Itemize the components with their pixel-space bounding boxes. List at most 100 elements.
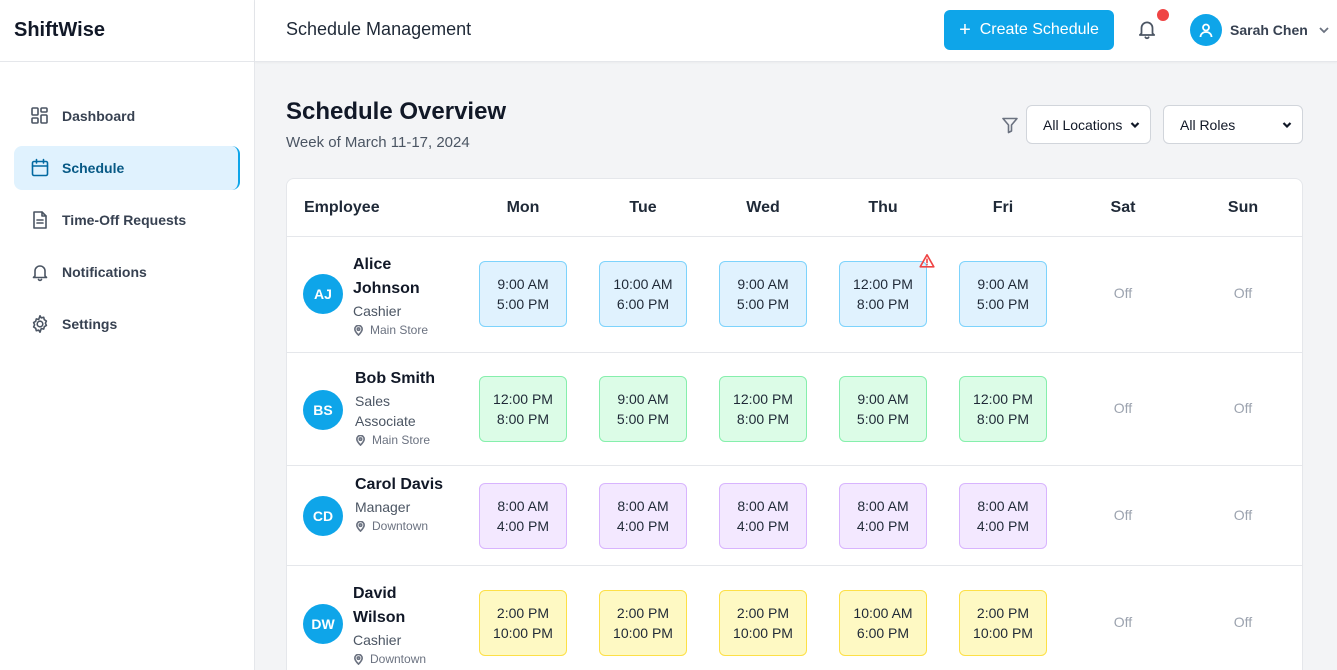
avatar: [1190, 14, 1222, 46]
column-header-employee: Employee: [304, 199, 380, 216]
off-label-sat: Off: [1113, 285, 1133, 301]
shift-block-wed[interactable]: 8:00 AM 4:00 PM: [719, 483, 807, 549]
user-icon: [1199, 23, 1213, 38]
location-pin-icon: [354, 653, 363, 665]
employee-location: Downtown: [353, 651, 433, 667]
conflict-warning[interactable]: [919, 253, 935, 269]
table-row: CD Carol Davis Manager Downtown 8:00 AM 4:00 …: [287, 466, 1302, 566]
shift-block-thu[interactable]: 10:00 AM 6:00 PM: [839, 590, 927, 656]
shift-block-fri[interactable]: 8:00 AM 4:00 PM: [959, 483, 1047, 549]
avatar: BS: [303, 390, 343, 430]
shift-start: 8:00 AM: [857, 498, 909, 514]
employee-role: Cashier: [353, 303, 402, 319]
column-header-sun: Sun: [1227, 199, 1259, 216]
shift-block-tue[interactable]: 2:00 PM 10:00 PM: [599, 590, 687, 656]
employee-role: Sales: [355, 393, 391, 409]
shift-block-wed[interactable]: 9:00 AM 5:00 PM: [719, 261, 807, 327]
employee-role: Associate: [355, 413, 416, 429]
location-label: Downtown: [372, 519, 429, 533]
filter-icon: [1002, 117, 1018, 134]
shift-end: 5:00 PM: [736, 296, 790, 312]
employee-location: Main Store: [355, 432, 437, 448]
sidebar-item-dashboard[interactable]: Dashboard: [14, 94, 240, 138]
shift-end: 4:00 PM: [856, 518, 910, 534]
shift-start: 10:00 AM: [853, 605, 913, 621]
sidebar-item-settings[interactable]: Settings: [14, 302, 240, 346]
shift-block-thu[interactable]: 9:00 AM 5:00 PM: [839, 376, 927, 442]
table-row: AJ Alice Johnson Cashier Main Store 9:00 AM 5:…: [287, 237, 1302, 353]
employee-info: Carol Davis Manager Downtown: [355, 473, 465, 534]
employee-name: Johnson: [353, 280, 420, 297]
shift-end: 8:00 PM: [496, 411, 550, 427]
shift-end: 5:00 PM: [976, 296, 1030, 312]
location-label: Main Store: [372, 433, 431, 447]
shift-end: 4:00 PM: [736, 518, 790, 534]
table-row: DW David Wilson Cashier Downtown 2:00 PM 10:00…: [287, 566, 1302, 670]
avatar: DW: [303, 604, 343, 644]
week-subtitle: Week of March 11-17, 2024: [286, 134, 470, 151]
shift-start: 12:00 PM: [853, 276, 913, 292]
user-menu[interactable]: Sarah Chen: [1190, 14, 1330, 46]
shift-end: 6:00 PM: [856, 625, 910, 641]
schedule-table: Employee Mon Tue Wed Thu Fri Sat Sun AJ A…: [286, 178, 1303, 670]
shift-end: 10:00 PM: [973, 625, 1033, 641]
sidebar-item-schedule[interactable]: Schedule: [14, 146, 240, 190]
dashboard-icon: [31, 107, 48, 124]
avatar: AJ: [303, 274, 343, 314]
shift-block-mon[interactable]: 9:00 AM 5:00 PM: [479, 261, 567, 327]
shift-start: 8:00 AM: [737, 498, 789, 514]
chevron-down-icon: [1319, 27, 1329, 34]
chevron-down-icon: [1130, 122, 1140, 129]
employee-name: Carol Davis: [355, 476, 444, 493]
employee-info: Bob Smith Sales Associate Main Store: [355, 367, 437, 448]
shift-end: 10:00 PM: [613, 625, 673, 641]
shift-block-wed[interactable]: 2:00 PM 10:00 PM: [719, 590, 807, 656]
shift-block-mon[interactable]: 12:00 PM 8:00 PM: [479, 376, 567, 442]
shift-block-fri[interactable]: 2:00 PM 10:00 PM: [959, 590, 1047, 656]
shift-end: 8:00 PM: [976, 411, 1030, 427]
calendar-icon: [31, 158, 49, 177]
location-filter-value: All Locations: [1043, 116, 1123, 133]
shift-block-mon[interactable]: 2:00 PM 10:00 PM: [479, 590, 567, 656]
employee-info: David Wilson Cashier Downtown: [353, 582, 433, 667]
bell-icon: [32, 265, 48, 282]
shift-block-wed[interactable]: 12:00 PM 8:00 PM: [719, 376, 807, 442]
column-header-fri: Fri: [992, 199, 1014, 216]
bell-icon: [1138, 21, 1156, 40]
shift-block-fri[interactable]: 9:00 AM 5:00 PM: [959, 261, 1047, 327]
shift-block-fri[interactable]: 12:00 PM 8:00 PM: [959, 376, 1047, 442]
off-label-sat: Off: [1113, 400, 1133, 416]
shift-end: 5:00 PM: [496, 296, 550, 312]
column-header-tue: Tue: [629, 199, 657, 216]
shift-block-tue[interactable]: 10:00 AM 6:00 PM: [599, 261, 687, 327]
shift-end: 5:00 PM: [616, 411, 670, 427]
shift-block-mon[interactable]: 8:00 AM 4:00 PM: [479, 483, 567, 549]
off-label-sat: Off: [1113, 614, 1133, 630]
employee-role: Cashier: [353, 632, 402, 648]
employee-location: Main Store: [353, 322, 433, 338]
shift-block-tue[interactable]: 9:00 AM 5:00 PM: [599, 376, 687, 442]
employee-role: Manager: [355, 499, 411, 515]
sidebar-nav: Dashboard Schedule Time-Off Requests Not…: [0, 62, 254, 346]
sidebar-item-notifications[interactable]: Notifications: [14, 250, 240, 294]
sidebar-item-label: Dashboard: [62, 108, 136, 124]
shift-end: 4:00 PM: [976, 518, 1030, 534]
role-filter-value: All Roles: [1180, 116, 1236, 133]
shift-block-thu[interactable]: 12:00 PM 8:00 PM: [839, 261, 927, 327]
notifications-bell-button[interactable]: [1136, 9, 1169, 42]
schedule-overview-title: Schedule Overview: [286, 98, 507, 125]
employee-name: Wilson: [353, 609, 406, 626]
create-schedule-button[interactable]: + Create Schedule: [944, 10, 1114, 50]
avatar: CD: [303, 496, 343, 536]
shift-block-tue[interactable]: 8:00 AM 4:00 PM: [599, 483, 687, 549]
shift-start: 12:00 PM: [493, 391, 553, 407]
role-filter-select[interactable]: All Roles: [1163, 105, 1303, 144]
notification-badge: [1157, 9, 1169, 21]
user-name: Sarah Chen: [1230, 22, 1308, 38]
shift-block-thu[interactable]: 8:00 AM 4:00 PM: [839, 483, 927, 549]
location-filter-select[interactable]: All Locations: [1026, 105, 1151, 144]
employee-name: David: [353, 585, 397, 602]
table-header: Employee Mon Tue Wed Thu Fri Sat Sun: [287, 179, 1302, 237]
off-label-sun: Off: [1233, 285, 1253, 301]
sidebar-item-time-off-requests[interactable]: Time-Off Requests: [14, 198, 240, 242]
